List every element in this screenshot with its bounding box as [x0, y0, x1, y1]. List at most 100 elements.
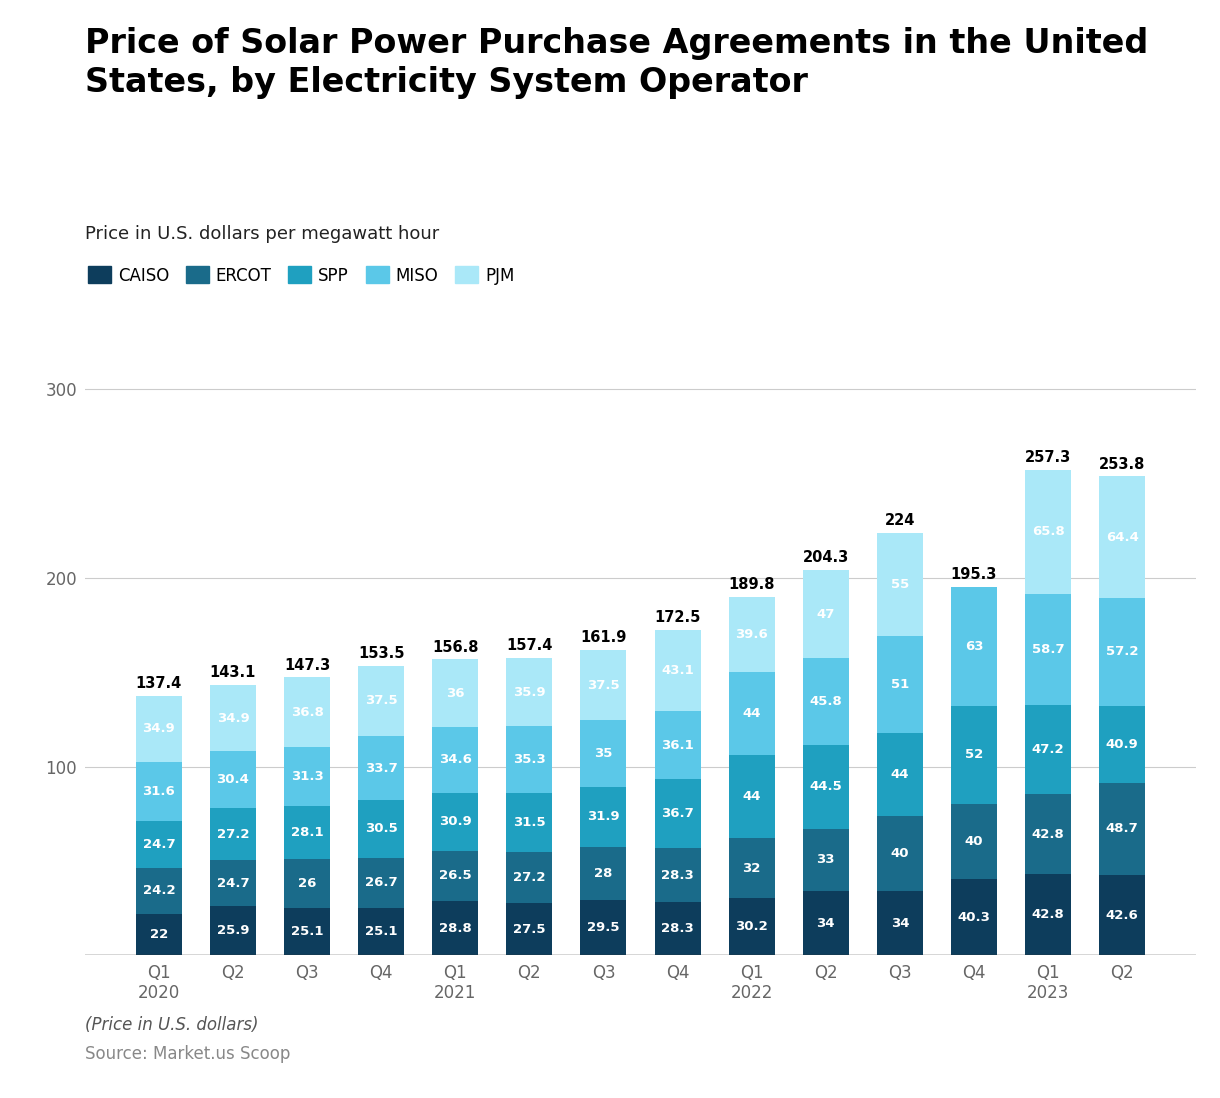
- Bar: [284, 677, 331, 747]
- Text: Source: Market.us Scoop: Source: Market.us Scoop: [85, 1045, 290, 1063]
- Text: 48.7: 48.7: [1105, 822, 1138, 836]
- Text: 172.5: 172.5: [654, 610, 700, 625]
- Text: 58.7: 58.7: [1032, 642, 1064, 656]
- Text: 65.8: 65.8: [1032, 525, 1064, 538]
- Bar: [877, 816, 922, 892]
- Text: 37.5: 37.5: [365, 694, 398, 707]
- Text: 27.2: 27.2: [217, 828, 249, 841]
- Text: 34.6: 34.6: [439, 753, 472, 766]
- Bar: [950, 586, 997, 706]
- Text: 195.3: 195.3: [950, 567, 997, 582]
- Bar: [432, 793, 478, 851]
- Text: 33.7: 33.7: [365, 762, 398, 775]
- Text: 143.1: 143.1: [210, 665, 256, 681]
- Bar: [728, 898, 775, 955]
- Bar: [581, 847, 626, 899]
- Bar: [506, 852, 553, 904]
- Bar: [506, 904, 553, 955]
- Bar: [803, 744, 849, 829]
- Text: 30.4: 30.4: [216, 773, 249, 786]
- Text: 25.1: 25.1: [365, 926, 398, 938]
- Bar: [210, 808, 256, 860]
- Text: 31.9: 31.9: [587, 810, 620, 824]
- Text: 26.7: 26.7: [365, 876, 398, 889]
- Bar: [655, 780, 700, 849]
- Text: 34: 34: [816, 917, 834, 930]
- Text: 42.8: 42.8: [1032, 828, 1064, 841]
- Bar: [803, 892, 849, 955]
- Bar: [432, 659, 478, 727]
- Text: 157.4: 157.4: [506, 639, 553, 653]
- Text: 137.4: 137.4: [135, 676, 182, 692]
- Bar: [210, 685, 256, 751]
- Text: 33: 33: [816, 853, 834, 866]
- Text: 30.2: 30.2: [736, 920, 769, 933]
- Bar: [1099, 477, 1146, 597]
- Text: 44: 44: [743, 707, 761, 720]
- Bar: [359, 858, 404, 908]
- Bar: [728, 754, 775, 838]
- Text: 40.9: 40.9: [1105, 738, 1138, 751]
- Bar: [581, 650, 626, 720]
- Bar: [432, 727, 478, 793]
- Bar: [1025, 874, 1071, 955]
- Bar: [728, 597, 775, 672]
- Text: 24.2: 24.2: [143, 884, 176, 897]
- Text: 57.2: 57.2: [1105, 646, 1138, 659]
- Text: 25.1: 25.1: [290, 926, 323, 938]
- Text: Price in U.S. dollars per megawatt hour: Price in U.S. dollars per megawatt hour: [85, 225, 439, 243]
- Bar: [877, 732, 922, 816]
- Text: 42.6: 42.6: [1105, 908, 1138, 921]
- Text: 147.3: 147.3: [284, 658, 331, 673]
- Text: 31.6: 31.6: [143, 785, 176, 798]
- Bar: [581, 720, 626, 786]
- Text: 36.7: 36.7: [661, 807, 694, 820]
- Text: 26: 26: [298, 877, 316, 889]
- Text: 39.6: 39.6: [736, 628, 769, 641]
- Text: 27.5: 27.5: [514, 922, 545, 935]
- Text: 189.8: 189.8: [728, 578, 775, 592]
- Text: 42.8: 42.8: [1032, 908, 1064, 921]
- Text: 24.7: 24.7: [143, 838, 176, 851]
- Bar: [432, 900, 478, 955]
- Text: 36.8: 36.8: [290, 706, 323, 718]
- Text: 32: 32: [743, 862, 761, 875]
- Text: 35.9: 35.9: [514, 685, 545, 698]
- Bar: [1025, 594, 1071, 705]
- Text: 22: 22: [150, 928, 168, 941]
- Bar: [1025, 794, 1071, 874]
- Bar: [877, 637, 922, 732]
- Text: 27.2: 27.2: [514, 871, 545, 884]
- Text: 26.5: 26.5: [439, 870, 472, 883]
- Text: 63: 63: [965, 640, 983, 652]
- Bar: [284, 806, 331, 859]
- Text: 153.5: 153.5: [357, 646, 404, 661]
- Bar: [655, 849, 700, 901]
- Text: 161.9: 161.9: [581, 630, 627, 645]
- Bar: [803, 659, 849, 744]
- Text: 40: 40: [965, 834, 983, 848]
- Text: 35.3: 35.3: [512, 753, 545, 765]
- Bar: [581, 786, 626, 847]
- Bar: [803, 570, 849, 659]
- Bar: [877, 892, 922, 955]
- Bar: [950, 706, 997, 804]
- Text: 29.5: 29.5: [587, 921, 620, 934]
- Text: 28.3: 28.3: [661, 869, 694, 882]
- Text: 55: 55: [891, 578, 909, 591]
- Text: 47: 47: [816, 607, 834, 620]
- Text: 34.9: 34.9: [143, 722, 176, 736]
- Text: 44: 44: [743, 789, 761, 803]
- Text: 40: 40: [891, 847, 909, 860]
- Bar: [1099, 597, 1146, 706]
- Text: 28: 28: [594, 866, 612, 879]
- Text: 257.3: 257.3: [1025, 450, 1071, 464]
- Text: 28.8: 28.8: [439, 921, 472, 934]
- Text: 36.1: 36.1: [661, 739, 694, 752]
- Bar: [1099, 706, 1146, 783]
- Text: 31.5: 31.5: [514, 816, 545, 829]
- Text: 45.8: 45.8: [809, 695, 842, 708]
- Text: 28.3: 28.3: [661, 922, 694, 935]
- Text: 34: 34: [891, 917, 909, 930]
- Bar: [359, 665, 404, 737]
